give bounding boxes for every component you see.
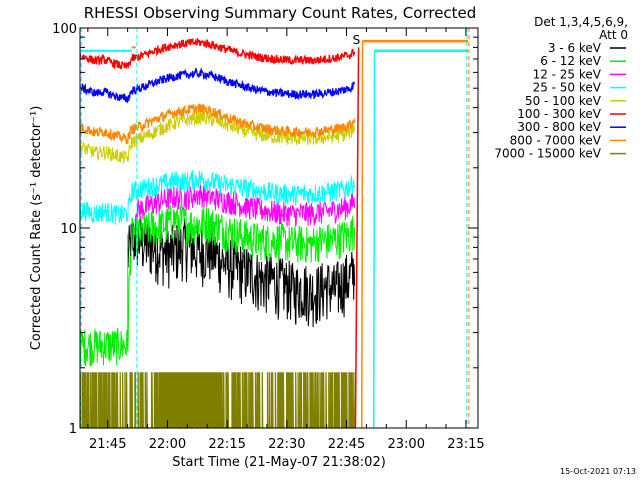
legend-label: 12 - 25 keV <box>533 67 602 81</box>
x-tick-label: 23:00 <box>388 437 425 452</box>
y-tick-labels: 100 10 1 <box>52 22 77 437</box>
legend-label: 300 - 800 keV <box>517 120 601 134</box>
x-tick-label: 22:00 <box>149 437 186 452</box>
ticks-layer <box>80 28 478 429</box>
legend-label: 800 - 7000 keV <box>510 133 602 147</box>
y-tick-label: 1 <box>69 422 77 437</box>
x-tick-label: 22:30 <box>268 437 305 452</box>
legend-label: 25 - 50 keV <box>533 81 602 95</box>
series-3-6-kev <box>127 216 356 328</box>
legend-label: 7000 - 15000 keV <box>494 147 601 161</box>
series-12-25-kev <box>135 184 355 227</box>
x-tick-label: 22:15 <box>208 437 245 452</box>
legend-label: 3 - 6 keV <box>548 41 602 55</box>
series-line <box>79 170 356 225</box>
legend-label: 100 - 300 keV <box>517 107 601 121</box>
series-line <box>79 37 356 70</box>
legend-header-line-1: Det 1,3,4,5,6,9, <box>534 15 628 29</box>
series-800-7000-kev <box>79 103 356 145</box>
flag-label-s: S <box>353 33 361 47</box>
legend-label: 6 - 12 keV <box>540 54 602 68</box>
after-gap-rise <box>372 50 376 429</box>
series-300-800-kev <box>79 67 356 104</box>
series-25-50-kev <box>79 170 356 225</box>
x-tick-label: 23:15 <box>447 437 484 452</box>
legend-header-line-2: Att 0 <box>599 28 628 42</box>
y-axis-label: Corrected Count Rate (s⁻¹ detector⁻¹) <box>29 106 44 351</box>
series-line <box>127 216 356 328</box>
plot-area <box>79 27 479 429</box>
y-tick-label: 10 <box>60 222 77 237</box>
x-tick-labels: 21:45 22:00 22:15 22:30 22:45 23:00 23:15 <box>89 437 485 452</box>
x-tick-label: 22:45 <box>328 437 365 452</box>
legend-label: 50 - 100 keV <box>525 94 602 108</box>
footer-timestamp: 15-Oct-2021 07:13 <box>560 467 636 476</box>
series-line <box>79 67 356 104</box>
x-axis-label: Start Time (21-May-07 21:38:02) <box>172 455 386 470</box>
x-tick-label: 21:45 <box>89 437 126 452</box>
chart-title: RHESSI Observing Summary Count Rates, Co… <box>84 4 477 22</box>
series-line <box>135 184 355 227</box>
y-tick-label: 100 <box>52 22 77 37</box>
series-line <box>79 204 356 367</box>
series-6-12-kev <box>79 204 356 367</box>
after-gap-rise <box>354 47 360 429</box>
series-line <box>79 103 356 145</box>
after-gap-rise <box>361 41 364 429</box>
series-100-300-kev <box>79 37 356 70</box>
